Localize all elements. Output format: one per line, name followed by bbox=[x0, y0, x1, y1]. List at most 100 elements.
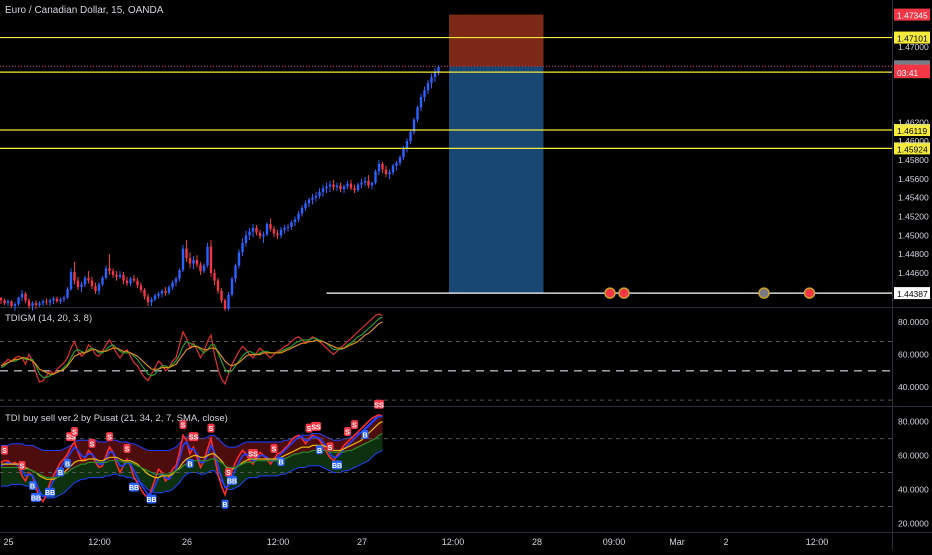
signal-label: S bbox=[72, 429, 77, 436]
candle-body bbox=[367, 180, 370, 186]
candle-body bbox=[83, 277, 87, 285]
band-lower-line bbox=[1, 450, 383, 499]
candle-body bbox=[199, 264, 202, 272]
price-tick-label: 1.45400 bbox=[898, 193, 929, 203]
stop-loss-zone[interactable] bbox=[449, 14, 544, 67]
sell-signal-badge bbox=[311, 421, 321, 431]
time-tick-label: 12:00 bbox=[442, 537, 465, 547]
candle-body bbox=[349, 183, 353, 189]
candle-body bbox=[129, 278, 132, 284]
price-tick-label: 1.46000 bbox=[898, 136, 929, 146]
signal-label: SS bbox=[374, 402, 384, 409]
candle-body bbox=[244, 235, 248, 243]
candle-body bbox=[248, 231, 251, 236]
candle-body bbox=[328, 184, 332, 187]
candle-body bbox=[342, 186, 346, 190]
signal-label: S bbox=[2, 448, 7, 455]
event-marker-icon[interactable] bbox=[618, 287, 630, 299]
candle-body bbox=[297, 213, 300, 220]
time-tick-label: 2 bbox=[723, 537, 728, 547]
candle-body bbox=[41, 301, 45, 304]
candle-body bbox=[255, 227, 258, 233]
candle-body bbox=[272, 228, 276, 234]
price-tick-label: 1.46200 bbox=[898, 117, 929, 127]
signal-label: B bbox=[362, 432, 367, 439]
candle-body bbox=[125, 280, 129, 284]
candle-body bbox=[27, 300, 31, 306]
event-marker-icon[interactable] bbox=[758, 287, 770, 299]
candle-body bbox=[223, 300, 227, 309]
sell-signal-badge bbox=[1, 445, 8, 455]
signal-label: S bbox=[352, 423, 357, 430]
candle-body bbox=[314, 195, 318, 198]
candle-body bbox=[241, 242, 244, 253]
tdi-title: TDI buy sell ver.2 by Pusat (21, 34, 2, … bbox=[5, 413, 228, 424]
buy-signal-badge bbox=[332, 460, 342, 470]
level-price-tag bbox=[894, 124, 930, 137]
candle-body bbox=[153, 295, 157, 300]
candle-body bbox=[311, 197, 314, 200]
candle-body bbox=[178, 270, 181, 279]
candle-body bbox=[426, 82, 430, 91]
signal-label: BB bbox=[146, 497, 156, 504]
candle-body bbox=[269, 224, 272, 229]
candle-body bbox=[171, 282, 174, 288]
candle-body bbox=[76, 280, 80, 288]
event-marker-icon[interactable] bbox=[604, 287, 616, 299]
signal-label: B bbox=[317, 448, 322, 455]
signal-label: SS bbox=[311, 424, 321, 431]
candle-body bbox=[115, 274, 118, 277]
event-marker-icon[interactable] bbox=[803, 287, 816, 299]
price-tick-label: 1.45200 bbox=[898, 212, 929, 222]
candle-body bbox=[17, 297, 20, 305]
candle-body bbox=[24, 293, 27, 301]
sell-signal-badge bbox=[123, 443, 131, 453]
candle-body bbox=[409, 131, 412, 142]
candle-body bbox=[66, 289, 69, 298]
candle-body bbox=[122, 274, 125, 281]
price-tick-label: 1.44800 bbox=[898, 249, 929, 259]
take-profit-zone[interactable] bbox=[449, 66, 544, 294]
buy-signal-badge bbox=[221, 499, 229, 509]
buy-signal-badge bbox=[316, 445, 323, 455]
candle-body bbox=[318, 192, 321, 196]
price-label-tag bbox=[894, 66, 930, 79]
sell-signal-badge bbox=[351, 420, 358, 430]
candle-body bbox=[38, 303, 41, 306]
candle-body bbox=[262, 234, 265, 237]
candle-body bbox=[104, 268, 108, 278]
candle-body bbox=[433, 71, 437, 78]
sell-signal-badge bbox=[326, 442, 334, 452]
candle-body bbox=[300, 208, 304, 214]
candle-body bbox=[307, 199, 311, 204]
signal-label: B bbox=[58, 470, 63, 477]
candle-body bbox=[412, 119, 416, 132]
candle-body bbox=[90, 280, 94, 287]
candle-body bbox=[139, 285, 143, 290]
candle-body bbox=[283, 227, 286, 230]
buy-signal-badge bbox=[129, 482, 139, 492]
signal-label: SS bbox=[189, 435, 199, 442]
candle-body bbox=[405, 141, 409, 149]
candle-body bbox=[73, 272, 76, 281]
price-label-tag bbox=[894, 8, 930, 21]
price-tick-label: 1.45000 bbox=[898, 230, 929, 240]
candle-body bbox=[195, 259, 199, 265]
signal-label: S bbox=[328, 445, 333, 452]
candle-body bbox=[377, 163, 381, 172]
signal-label: B bbox=[187, 461, 192, 468]
candle-body bbox=[94, 286, 97, 291]
signal-label: SS bbox=[66, 435, 76, 442]
candle-body bbox=[258, 232, 262, 237]
candle-body bbox=[279, 229, 283, 236]
buy-signal-badge bbox=[146, 494, 157, 504]
candle-body bbox=[332, 184, 335, 188]
signal-label: B bbox=[30, 483, 35, 490]
signal-label: B bbox=[65, 461, 70, 468]
candle-body bbox=[80, 284, 83, 288]
candle-body bbox=[430, 77, 433, 83]
candle-body bbox=[111, 271, 115, 275]
sell-signal-badge bbox=[305, 423, 313, 433]
candle-body bbox=[13, 304, 17, 306]
